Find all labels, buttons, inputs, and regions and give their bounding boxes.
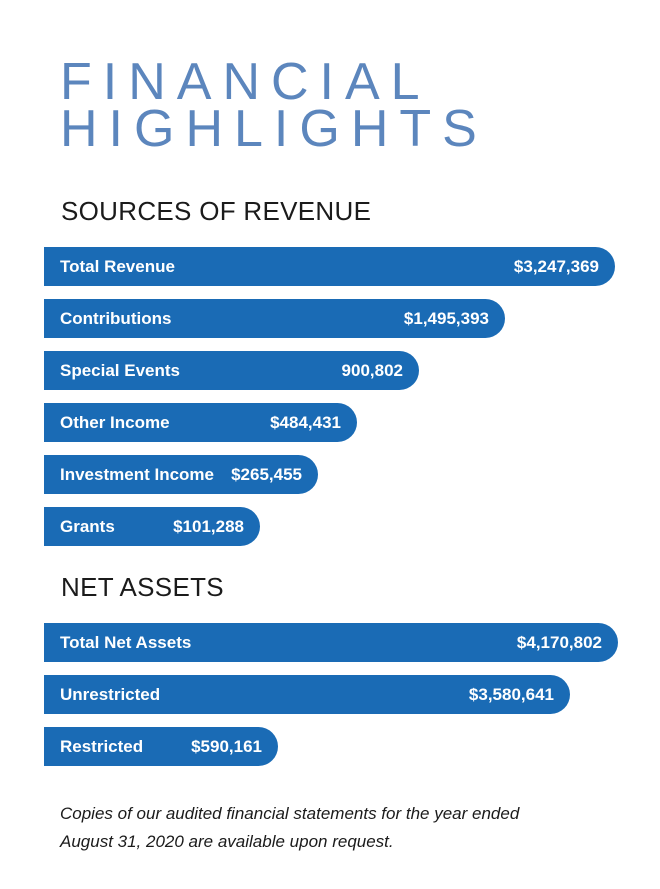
bar-label: Grants (60, 517, 115, 536)
bar-total-net-assets: Total Net Assets $4,170,802 (44, 623, 618, 662)
bar-grants: Grants $101,288 (44, 507, 260, 546)
bar-label: Unrestricted (60, 685, 161, 704)
page-title-line1: FINANCIAL (60, 53, 431, 111)
bar-value: $3,247,369 (513, 257, 599, 276)
bar-contributions: Contributions $1,495,393 (44, 299, 505, 338)
bar-restricted: Restricted $590,161 (44, 727, 278, 766)
bar-value: $4,170,802 (516, 633, 602, 652)
bar-value: $484,431 (270, 413, 341, 432)
footnote-line2: August 31, 2020 are available upon reque… (60, 832, 394, 851)
bar-label: Total Revenue (60, 257, 175, 276)
bar-label: Investment Income (60, 465, 214, 484)
bar-label: Restricted (60, 737, 144, 756)
bar-label: Total Net Assets (60, 633, 192, 652)
net-assets-section-title: NET ASSETS (61, 572, 224, 602)
bar-value: 900,802 (341, 361, 403, 380)
footnote: Copies of our audited financial statemen… (60, 800, 519, 856)
bar-label: Special Events (60, 361, 181, 380)
bar-special-events: Special Events 900,802 (44, 351, 419, 390)
footnote-line1: Copies of our audited financial statemen… (60, 804, 520, 823)
bar-value: $3,580,641 (468, 685, 554, 704)
bar-value: $265,455 (231, 465, 302, 484)
bar-value: $101,288 (173, 517, 244, 536)
bar-value: $1,495,393 (403, 309, 489, 328)
bar-total-revenue: Total Revenue $3,247,369 (44, 247, 615, 286)
page-title-line2: HIGHLIGHTS (60, 100, 488, 158)
bar-unrestricted: Unrestricted $3,580,641 (44, 675, 570, 714)
bar-label: Contributions (60, 309, 172, 328)
bar-label: Other Income (60, 413, 170, 432)
bar-investment-income: Investment Income $265,455 (44, 455, 318, 494)
revenue-section-title: SOURCES OF REVENUE (61, 196, 372, 226)
bar-value: $590,161 (191, 737, 262, 756)
bar-other-income: Other Income $484,431 (44, 403, 357, 442)
